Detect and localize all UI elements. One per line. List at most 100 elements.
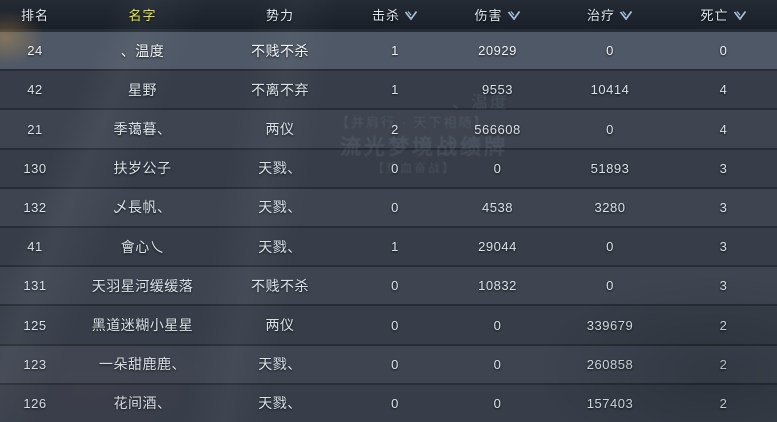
cell-faction: 天戮、 [258,395,302,412]
cell-name: 花间酒、 [113,395,172,412]
cell-name: 一朵甜鹿鹿、 [99,356,186,373]
cell-rank: 125 [23,317,47,333]
cell-deaths: 3 [719,160,728,176]
cell-damage: 0 [493,160,502,176]
table-body: 24 、温度 不贱不杀 1 20929 0 0 42 星野 不离不弃 1 9553 10414 4 21 季蔼… [0,31,777,422]
cell-faction: 不贱不杀 [251,277,309,294]
cell-kills: 0 [391,160,399,176]
column-header-label: 治疗 [586,8,615,23]
cell-deaths: 4 [719,82,728,98]
cell-rank: 131 [23,278,47,294]
column-header-name: 名字 [70,5,215,24]
cell-damage: 0 [493,356,502,372]
cell-faction: 两仪 [265,317,295,334]
cell-faction: 天戮、 [258,356,302,373]
table-row[interactable]: 24 、温度 不贱不杀 1 20929 0 0 [0,32,777,70]
cell-healing: 0 [606,121,614,137]
cell-damage: 20929 [478,43,517,59]
table-row[interactable]: 41 會心乀 天戮、 1 29044 0 3 [0,228,777,266]
column-header-label: 排名 [20,8,49,23]
cell-name: 天羽星河缓缓落 [91,277,194,294]
cell-kills: 0 [391,278,399,294]
table-row[interactable]: 131 天羽星河缓缓落 不贱不杀 0 10832 0 3 [0,267,777,305]
cell-name: 季蔼暮、 [113,121,172,137]
column-header-damage[interactable]: 伤害 [445,5,550,24]
cell-damage: 4538 [482,199,513,215]
cell-deaths: 4 [719,121,728,137]
sort-chevron-icon [507,10,520,20]
table-row[interactable]: 42 星野 不离不弃 1 9553 10414 4 [0,71,777,109]
cell-healing: 0 [606,278,614,294]
cell-faction: 天戮、 [258,160,302,177]
cell-name: 黑道迷糊小星星 [91,317,194,334]
cell-faction: 不离不弃 [251,81,309,98]
cell-kills: 0 [391,317,399,333]
table-row[interactable]: 123 一朵甜鹿鹿、 天戮、 0 0 260858 2 [0,345,777,383]
cell-kills: 1 [391,82,399,98]
cell-faction: 不贱不杀 [251,42,309,59]
cell-healing: 3280 [594,199,626,215]
cell-rank: 130 [23,160,47,176]
cell-healing: 0 [606,43,614,59]
cell-kills: 0 [391,356,399,372]
cell-kills: 1 [391,239,399,255]
sort-chevron-icon [404,10,418,20]
column-header-label: 击杀 [371,8,400,23]
column-header-label: 势力 [265,8,294,23]
cell-damage: 0 [493,395,502,411]
cell-name: 會心乀 [120,238,165,255]
cell-healing: 260858 [586,356,634,372]
column-header-deaths[interactable]: 死亡 [670,5,777,24]
cell-rank: 41 [27,239,43,255]
table-row[interactable]: 130 扶岁公子 天戮、 0 0 51893 3 [0,149,777,187]
cell-kills: 0 [391,395,399,411]
cell-rank: 123 [23,356,47,372]
cell-healing: 0 [606,239,614,255]
cell-damage: 0 [493,317,502,333]
cell-damage: 10832 [478,278,517,294]
column-header-healing[interactable]: 治疗 [550,5,670,24]
table-row[interactable]: 126 花间酒、 天戮、 0 0 157403 2 [0,384,777,422]
table-row[interactable]: 21 季蔼暮、 两仪 2 566608 0 4 [0,110,777,148]
cell-rank: 42 [27,82,43,98]
column-header-label: 伤害 [474,8,503,23]
cell-name: 星野 [128,81,157,98]
cell-rank: 24 [27,43,43,59]
column-header-label: 名字 [128,8,157,23]
table-header-row: 排名 名字 势力 击杀 伤害 治疗 死亡 [0,0,777,31]
cell-faction: 天戮、 [258,238,302,255]
cell-healing: 157403 [586,395,634,411]
cell-rank: 21 [27,121,43,137]
cell-deaths: 3 [719,199,728,215]
cell-deaths: 2 [719,395,728,411]
cell-deaths: 3 [719,239,728,255]
cell-healing: 51893 [590,160,630,176]
sort-chevron-icon [619,10,633,20]
table-row[interactable]: 132 乄長帆、 天戮、 0 4538 3280 3 [0,188,777,227]
cell-healing: 339679 [586,317,634,333]
cell-faction: 天戮、 [258,199,302,216]
column-header-label: 死亡 [700,8,729,23]
cell-name: 、温度 [120,42,165,59]
cell-damage: 566608 [474,121,521,137]
cell-deaths: 0 [719,43,728,59]
column-header-faction: 势力 [215,5,345,24]
cell-kills: 0 [391,199,399,215]
table-row[interactable]: 125 黑道迷糊小星星 两仪 0 0 339679 2 [0,306,777,344]
cell-name: 乄長帆、 [113,199,172,216]
cell-damage: 29044 [478,239,517,255]
cell-faction: 两仪 [265,121,295,137]
cell-rank: 126 [23,395,47,411]
cell-deaths: 3 [719,278,728,294]
sort-chevron-icon [733,10,746,20]
cell-damage: 9553 [482,82,513,98]
cell-deaths: 2 [719,317,728,333]
cell-healing: 10414 [590,82,630,98]
cell-deaths: 2 [719,356,728,372]
cell-kills: 2 [391,121,399,137]
cell-name: 扶岁公子 [113,160,172,177]
column-header-rank: 排名 [0,5,70,24]
column-header-kills[interactable]: 击杀 [345,5,445,24]
